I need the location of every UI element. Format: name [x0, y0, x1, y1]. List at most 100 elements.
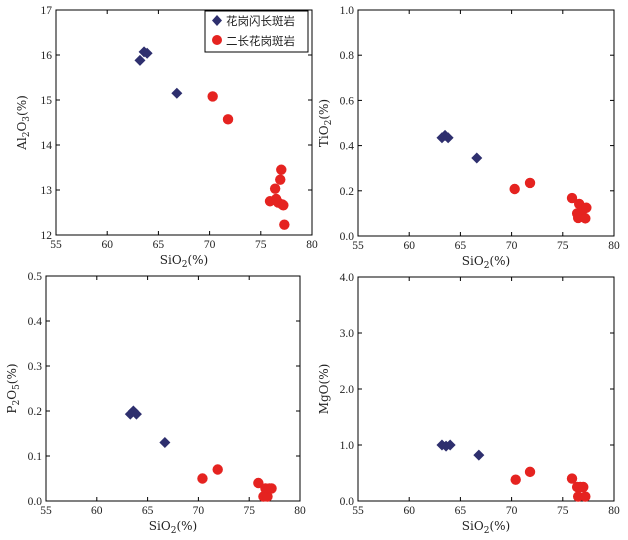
legend-item-circle: 二长花岗斑岩 [212, 34, 295, 48]
y-tick-label: 0.0 [340, 231, 355, 243]
y-tick-label: 14 [41, 140, 53, 152]
data-point-diamond [171, 87, 183, 99]
y-tick-label: 13 [41, 185, 53, 197]
x-axis-title: SiO2(%) [462, 519, 510, 536]
y-tick-label: 1.0 [340, 440, 355, 452]
x-tick-label: 80 [608, 505, 620, 517]
x-tick-label: 70 [193, 505, 205, 517]
legend: 花岗闪长斑岩 二长花岗斑岩 [204, 10, 309, 53]
y-tick-label: 0.4 [28, 316, 43, 328]
x-tick-label: 75 [255, 239, 267, 251]
data-point-circle [222, 114, 234, 125]
data-point-circle [509, 183, 520, 195]
data-point-circle [580, 491, 591, 502]
y-tick-label: 0.6 [340, 95, 355, 107]
x-tick-label: 70 [506, 240, 518, 252]
data-point-circle [253, 477, 264, 489]
legend-box [204, 10, 309, 53]
legend-circle-marker [212, 35, 222, 45]
data-point-circle [578, 481, 589, 493]
y-axis-title: Al2O3(%) [15, 95, 32, 151]
y-tick-label: 12 [41, 230, 53, 242]
x-tick-label: 75 [557, 505, 569, 517]
x-tick-label: 60 [101, 239, 113, 251]
data-point-circle [566, 473, 578, 484]
legend-diamond-label: 花岗闪长斑岩 [226, 14, 295, 28]
data-point-circle [524, 177, 536, 189]
plot-frame [45, 275, 301, 502]
y-tick-label: 4.0 [340, 272, 355, 284]
x-tick-label: 60 [403, 505, 415, 517]
y-tick-label: 0.4 [340, 141, 355, 153]
x-tick-label: 65 [153, 239, 165, 251]
series-circle [510, 466, 591, 502]
plot-frame [357, 276, 615, 502]
y-tick-label: 0.2 [340, 186, 355, 198]
series-circle [197, 464, 277, 502]
legend-diamond-marker [212, 15, 222, 26]
chart-panel-tio2: 55 60 65 70 75 80 0.0 0.2 0.4 0.6 0.8 1.0 SiO2(%) TiO… [317, 5, 620, 271]
x-tick-label: 60 [91, 505, 103, 517]
x-axis-title: SiO2(%) [160, 253, 208, 270]
x-tick-label: 60 [403, 240, 415, 252]
data-point-diamond [444, 439, 456, 451]
x-tick-label: 70 [506, 505, 518, 517]
y-tick-label: 2.0 [340, 384, 355, 396]
data-point-diamond [442, 132, 454, 144]
data-point-circle [269, 183, 281, 194]
data-point-circle [524, 466, 536, 478]
series-diamond [124, 405, 171, 448]
y-tick-label: 3.0 [340, 328, 355, 340]
x-axis-title: SiO2(%) [149, 519, 197, 536]
legend-circle-label: 二长花岗斑岩 [226, 34, 295, 48]
data-point-diamond [473, 449, 485, 461]
data-point-circle [266, 483, 277, 494]
y-axis-title: TiO2(%) [317, 99, 334, 147]
data-point-circle [275, 174, 286, 185]
y-tick-label: 0.8 [340, 50, 355, 62]
data-point-diamond [134, 54, 146, 66]
data-point-circle [580, 213, 591, 224]
data-point-circle [197, 473, 208, 484]
series-diamond [436, 439, 485, 461]
data-point-circle [510, 474, 521, 485]
data-point-circle [581, 202, 592, 213]
series-diamond [436, 129, 483, 164]
data-point-circle [566, 192, 578, 204]
data-point-diamond [471, 152, 483, 164]
chart-panel-p2o5: 55 60 65 70 75 80 0.0 0.1 0.2 0.3 0.4 0.5 SiO2(%) P2O… [5, 271, 306, 536]
data-point-circle [278, 200, 289, 211]
y-tick-label: 0.5 [28, 271, 43, 283]
x-tick-label: 80 [294, 505, 306, 517]
x-tick-label: 80 [608, 240, 620, 252]
x-tick-label: 75 [557, 240, 569, 252]
y-tick-label: 0.0 [28, 496, 43, 508]
y-tick-label: 1.0 [340, 5, 355, 17]
y-axis-title: MgO(%) [317, 364, 331, 415]
y-tick-label: 16 [41, 50, 53, 62]
x-tick-label: 55 [352, 240, 364, 252]
data-point-diamond [141, 47, 153, 59]
x-tick-label: 55 [352, 505, 364, 517]
x-tick-label: 70 [204, 239, 216, 251]
data-point-circle [207, 91, 218, 102]
data-point-circle [572, 491, 584, 502]
x-tick-label: 55 [40, 505, 52, 517]
x-tick-label: 75 [243, 505, 255, 517]
x-axis-title: SiO2(%) [462, 254, 510, 271]
data-point-circle [262, 491, 273, 502]
data-point-diamond [159, 437, 171, 448]
data-point-circle [276, 164, 287, 175]
series-diamond [134, 46, 183, 99]
chart-panel-mgo: 55 60 65 70 75 80 0.0 1.0 2.0 3.0 4.0 SiO2(%) MgO(%) [317, 272, 620, 536]
x-tick-label: 55 [50, 239, 62, 251]
y-axis-title: P2O5(%) [5, 363, 22, 413]
series-circle [207, 91, 290, 230]
y-tick-label: 17 [41, 5, 53, 17]
y-tick-label: 0.2 [28, 406, 43, 418]
x-tick-label: 65 [142, 505, 154, 517]
y-tick-label: 0.0 [340, 496, 355, 508]
series-circle [509, 177, 592, 224]
x-tick-label: 65 [455, 240, 467, 252]
